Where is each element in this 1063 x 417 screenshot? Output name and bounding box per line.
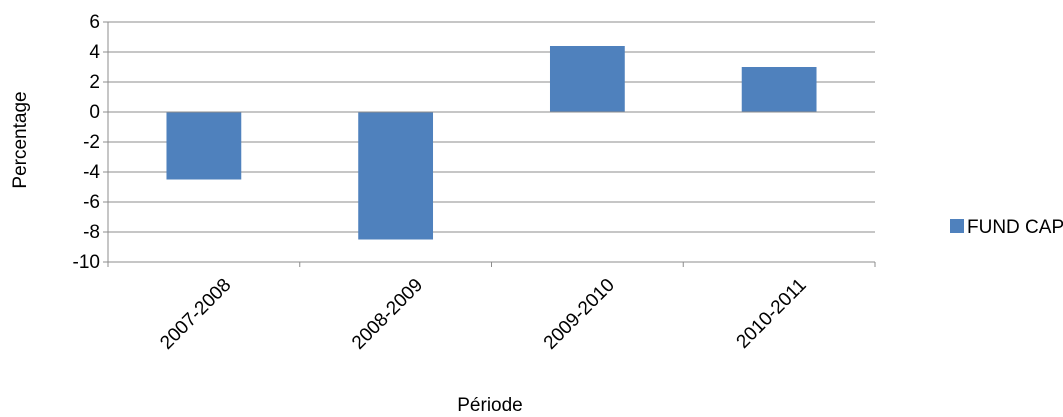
bars bbox=[166, 46, 817, 240]
legend-label: FUND CAP bbox=[967, 217, 1063, 238]
bar-2008-2009 bbox=[358, 112, 434, 240]
x-tick-label-0: 2007-2008 bbox=[156, 275, 235, 354]
legend-swatch bbox=[950, 219, 964, 233]
bar-2009-2010 bbox=[549, 46, 625, 112]
legend: FUND CAP bbox=[950, 217, 1063, 238]
y-tick-label-5: -4 bbox=[83, 162, 100, 183]
bar-2007-2008 bbox=[166, 112, 242, 180]
axes bbox=[107, 22, 876, 267]
x-tick-label-1: 2008-2009 bbox=[348, 275, 427, 354]
x-tick-labels: 2007-2008 2008-2009 2009-2010 2010-2011 bbox=[156, 275, 810, 354]
y-tick-label-0: 6 bbox=[89, 12, 100, 33]
y-tick-label-8: -10 bbox=[73, 252, 100, 273]
y-axis-title: Percentage bbox=[10, 91, 31, 188]
x-tick-label-2: 2009-2010 bbox=[540, 275, 619, 354]
bar-2010-2011 bbox=[741, 67, 817, 112]
y-tick-label-3: 0 bbox=[89, 102, 100, 123]
y-tick-label-6: -6 bbox=[83, 192, 100, 213]
y-tick-label-1: 4 bbox=[89, 42, 100, 63]
y-tick-label-2: 2 bbox=[89, 72, 100, 93]
y-tick-label-4: -2 bbox=[83, 132, 100, 153]
x-axis-title: Période bbox=[457, 395, 523, 416]
y-tick-label-7: -8 bbox=[83, 222, 100, 243]
y-tick-labels: 6 4 2 0 -2 -4 -6 -8 -10 bbox=[73, 12, 101, 273]
x-tick-label-3: 2010-2011 bbox=[733, 275, 811, 353]
